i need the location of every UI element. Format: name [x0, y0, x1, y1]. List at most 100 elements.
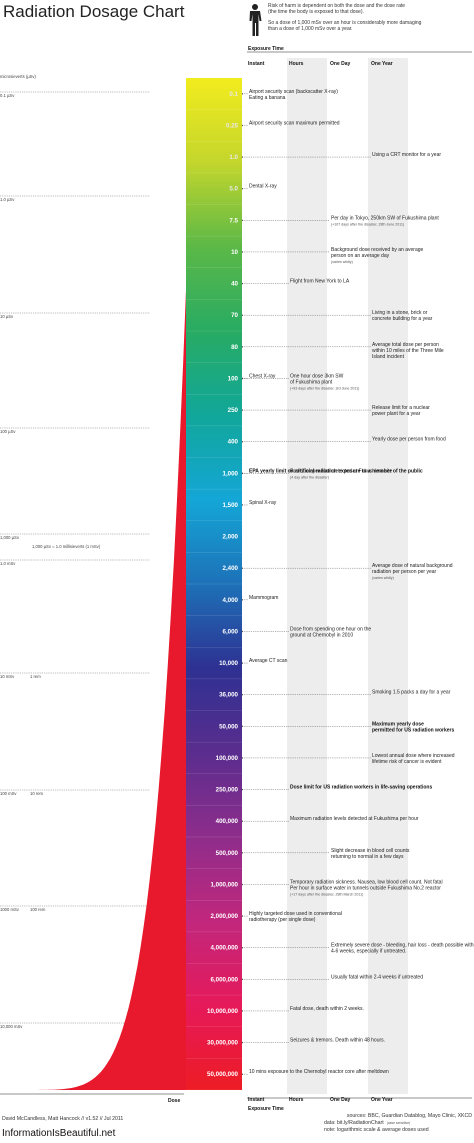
annotation-text-32-0: 10 mins exposure to the Chernobyl reacto… [249, 1069, 389, 1075]
annotation-25: Slight decrease in blood cell countsretu… [331, 848, 410, 860]
annotation-text-8-2: Island incident [372, 354, 405, 360]
annotation-text-14-0: Radiation per hour detected at Fukushima… [290, 468, 392, 474]
scale-label-3: 100 µSv [0, 429, 16, 434]
annotation-3: Dental X-ray [249, 184, 277, 190]
dose-label-500-000: 500,000 [216, 850, 239, 857]
dose-label-7-5: 7.5 [229, 217, 238, 224]
dose-label-400: 400 [228, 439, 239, 446]
scale-sub-6: 1 rem [30, 674, 41, 679]
scale-label-4: 1,000 µSv [0, 535, 20, 540]
dose-label-4-000: 4,000 [223, 597, 239, 604]
annotation-text-9-0: Chest X-ray [249, 373, 276, 379]
annotation-text-11-1: power plant for a year [372, 411, 421, 417]
dose-label-250-000: 250,000 [216, 787, 239, 794]
legend-line-3: So a dose of 1,000 mSv over an hour is c… [268, 20, 422, 26]
annotation-31: Seizures & tremors. Death within 48 hour… [290, 1038, 385, 1044]
annotation-text-5-1: person on an average day [331, 253, 390, 259]
dose-label-10: 10 [231, 249, 238, 256]
dose-curve [4, 290, 186, 1090]
annotation-text-3-0: Dental X-ray [249, 184, 277, 190]
dose-label-5-0: 5.0 [229, 186, 238, 193]
dose-label-50-000-000: 50,000,000 [207, 1071, 239, 1078]
annotation-5: Background dose received by an averagepe… [331, 247, 424, 264]
annotation-text-26-1: Per hour in surface water in tunnels out… [290, 885, 441, 891]
annotation-text-22-1: lifetime risk of cancer is evident [372, 759, 442, 765]
exposure-time-label: Exposure Time [248, 46, 284, 52]
annotation-text-0-0: Airport security scan (backscatter X-ray… [249, 89, 338, 95]
annotation-note-16: (varies wildly) [372, 576, 394, 580]
annotation-note-5: (varies wildly) [331, 260, 353, 264]
annotation-text-7-0: Living in a stone, brick or [372, 310, 428, 316]
footer-data-link: data: bit.ly/RadiationChart [324, 1120, 384, 1126]
column-header-one-year: One Year [371, 61, 393, 67]
annotation-24: Maximum radiation levels detected at Fuk… [290, 816, 419, 822]
legend-line-1: Risk of harm is dependent on both the do… [268, 3, 405, 9]
annotation-text-12-0: Yearly dose per person from food [372, 437, 446, 443]
annotation-text-21-0: Maximum yearly dose [372, 721, 424, 727]
annotation-text-30-0: Fatal dose, death within 2 weeks. [290, 1006, 364, 1012]
dose-label-36-000: 36,000 [219, 692, 238, 699]
footer-data-note: (case sensitive) [387, 1121, 411, 1125]
annotation-12: Yearly dose per person from food [372, 437, 446, 443]
dose-label-2-400: 2,400 [223, 565, 239, 572]
annotation-9: Chest X-ray [249, 373, 276, 379]
annotation-text-18-0: Dose from spending one hour on the [290, 626, 371, 632]
scale-label-9: 10,000 mSv [0, 1024, 23, 1029]
annotation-32: 10 mins exposure to the Chernobyl reacto… [249, 1069, 389, 1075]
dose-label-1-000: 1,000 [223, 470, 239, 477]
dose-label-0-1: 0.1 [229, 91, 238, 98]
legend-line-2: (the time the body is exposed to that do… [268, 9, 364, 15]
dose-label-6-000: 6,000 [223, 628, 239, 635]
scale-sub-4: 1,000 µSv = 1.0 millisieverts (1 mSv) [32, 544, 101, 549]
annotation-text-31-0: Seizures & tremors. Death within 48 hour… [290, 1038, 385, 1044]
annotation-text-6-0: Flight from New York to LA [290, 279, 350, 285]
annotation-text-8-0: Average total dose per person [372, 342, 439, 348]
annotation-text-29-0: Usually fatal within 2-4 weeks if untrea… [331, 974, 423, 980]
annotation-28: Extremely severe dose - bleeding, hair l… [331, 943, 474, 955]
annotation-text-28-1: 4-6 weeks, especially if untreated. [331, 949, 406, 955]
dose-label-1-0: 1.0 [229, 154, 238, 161]
column-header-one-day: One Day [330, 61, 351, 67]
annotation-text-10-0: One hour dose 3km SW [290, 373, 344, 379]
annotation-20: Smoking 1.5 packs a day for a year [372, 690, 451, 696]
annotation-text-2-0: Using a CRT monitor for a year [372, 152, 441, 158]
scale-label-7: 100 mSv [0, 791, 17, 796]
dose-label-2-000-000: 2,000,000 [210, 913, 238, 920]
annotation-19: Average CT scan [249, 658, 288, 664]
annotation-16: Average dose of natural backgroundradiat… [372, 563, 453, 580]
annotation-text-24-0: Maximum radiation levels detected at Fuk… [290, 816, 419, 822]
scale-label-6: 10 mSv [0, 674, 15, 679]
column-header-instant: Instant [248, 61, 265, 67]
dose-label-50-000: 50,000 [219, 723, 238, 730]
annotation-text-10-1: of Fukushima plant [290, 379, 333, 385]
column-header-hours: Hours [289, 61, 304, 67]
scale-label-1: 1.0 µSv [0, 197, 15, 202]
dose-axis-label: Dose [168, 1098, 180, 1104]
annotation-0: Airport security scan (backscatter X-ray… [249, 89, 338, 101]
dose-label-70: 70 [231, 312, 238, 319]
column-header-hours: Hours [289, 1097, 304, 1103]
annotation-text-20-0: Smoking 1.5 packs a day for a year [372, 690, 451, 696]
footer-sources: sources: BBC, Guardian Datablog, Mayo Cl… [347, 1113, 472, 1119]
scale-label-8: 1000 mSv [0, 907, 20, 912]
annotation-13: EPA yearly limit on artificial radiation… [249, 468, 423, 474]
person-icon [249, 4, 262, 36]
annotation-18: Dose from spending one hour on theground… [290, 626, 371, 638]
footer-data: data: bit.ly/RadiationChart (case sensiti… [324, 1120, 410, 1126]
annotation-26: Temporary radiation sickness. Nausea, lo… [290, 879, 443, 896]
scale-label-5: 1.0 mSv [0, 561, 16, 566]
annotation-text-8-1: within 10 miles of the Three Mile [372, 348, 444, 354]
dose-label-100-000: 100,000 [216, 755, 239, 762]
annotation-1: Airport security scan maximum permitted [249, 120, 340, 126]
annotation-6: Flight from New York to LA [290, 279, 350, 285]
annotation-note-26: (+17 days after the disaster, 28th March… [290, 892, 363, 896]
annotation-text-26-0: Temporary radiation sickness. Nausea, lo… [290, 879, 443, 885]
column-header-one-day: One Day [330, 1097, 351, 1103]
annotation-text-16-0: Average dose of natural background [372, 563, 453, 569]
annotation-15: Spinal X-ray [249, 500, 277, 506]
annotation-text-25-1: returning to normal in a few days [331, 854, 404, 860]
dose-label-2-000: 2,000 [223, 534, 239, 541]
